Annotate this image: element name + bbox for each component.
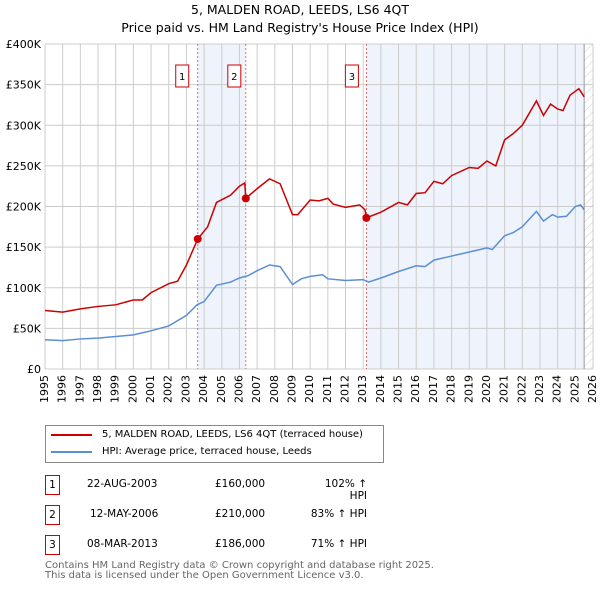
sale-label-box [175, 64, 190, 88]
x-tick-label: 2020 [480, 375, 493, 403]
x-tick-label: 2001 [144, 375, 157, 403]
legend: 5, MALDEN ROAD, LEEDS, LS6 4QT (terraced… [45, 425, 384, 463]
chart-title: 5, MALDEN ROAD, LEEDS, LS6 4QT [191, 2, 409, 17]
legend-label-hpi: HPI: Average price, terraced house, Leed… [102, 446, 312, 457]
sale-price: £210,000 [215, 508, 266, 520]
x-tick-label: 1999 [109, 375, 122, 403]
sale-label-box [227, 64, 242, 88]
legend-label-property: 5, MALDEN ROAD, LEEDS, LS6 4QT (terraced… [102, 429, 363, 440]
sale-label: 1 [179, 72, 185, 83]
x-tick-label: 1997 [73, 375, 86, 403]
x-tick-label: 2021 [498, 375, 511, 403]
x-tick-label: 2025 [568, 375, 581, 403]
legend-swatch-property [51, 433, 92, 436]
x-tick-label: 2013 [356, 375, 369, 403]
x-tick-label: 2014 [374, 375, 387, 403]
x-tick-label: 1998 [91, 375, 104, 403]
x-tick-label: 2016 [409, 375, 422, 403]
sale-date: 08-MAR-2013 [87, 538, 158, 550]
x-tick-label: 2004 [197, 375, 210, 403]
y-tick-label: £250K [6, 160, 42, 173]
x-tick-label: 2006 [232, 375, 245, 403]
x-tick-label: 2000 [126, 375, 139, 403]
chart-subtitle: Price paid vs. HM Land Registry's House … [121, 20, 479, 35]
sale-label: 3 [349, 72, 355, 83]
y-tick-label: £350K [6, 79, 42, 92]
sale-marker: 2 [45, 505, 60, 525]
sale-price: £160,000 [215, 478, 266, 490]
footer-line-2: This data is licensed under the Open Gov… [45, 570, 364, 581]
sale-date: 12-MAY-2006 [90, 508, 159, 520]
y-tick-label: £400K [6, 38, 42, 51]
x-tick-label: 2007 [250, 375, 263, 403]
sale-marker: 3 [45, 535, 60, 555]
x-tick-label: 2009 [285, 375, 298, 403]
plot-area: 1995 1996 1997 1998 1999 2000 2001 2002 2003 2004… [6, 38, 599, 403]
sale-row: 1 22-AUG-2003 £160,000 102% ↑ HPI [45, 475, 445, 502]
hpi-line [44, 204, 585, 342]
footer: Contains HM Land Registry data © Crown c… [45, 561, 434, 581]
y-tick-label: £50K [13, 322, 42, 335]
y-tick-label: £200K [6, 201, 42, 214]
sale-point [362, 213, 371, 222]
x-tick-label: 1996 [56, 375, 69, 403]
footer-line-1: Contains HM Land Registry data © Crown c… [45, 560, 434, 571]
x-tick-label: 2010 [303, 375, 316, 403]
sale-hpi: 102% ↑ HPI [324, 478, 367, 502]
x-tick-label: 2003 [179, 375, 192, 403]
y-tick-label: £300K [6, 119, 42, 132]
x-tick-label: 2012 [339, 375, 352, 403]
sale-hpi: 71% ↑ HPI [310, 538, 367, 550]
sale-label: 2 [231, 72, 237, 83]
x-tick-label: 2015 [392, 375, 405, 403]
y-tick-label: £0 [27, 363, 41, 376]
sale-price: £186,000 [215, 538, 266, 550]
x-tick-label: 2011 [321, 375, 334, 403]
sale-point [193, 235, 202, 243]
x-tick-label: 2024 [551, 375, 564, 403]
x-tick-label: 2019 [462, 375, 475, 403]
x-tick-label: 2017 [427, 375, 440, 403]
property-price-line [44, 87, 585, 313]
sale-row: 3 08-MAR-2013 £186,000 71% ↑ HPI [45, 535, 445, 557]
sale-row: 2 12-MAY-2006 £210,000 83% ↑ HPI [45, 505, 445, 527]
x-tick-label: 2026 [586, 375, 599, 403]
legend-swatch-hpi [51, 450, 92, 453]
sale-label-box [344, 64, 359, 88]
y-tick-label: £100K [6, 282, 42, 295]
x-tick-label: 2018 [445, 375, 458, 403]
sale-point [241, 194, 250, 203]
y-tick-label: £150K [6, 241, 42, 254]
x-tick-label: 2002 [162, 375, 175, 403]
sale-marker: 1 [45, 475, 60, 495]
sale-hpi: 83% ↑ HPI [310, 508, 367, 520]
x-tick-label: 2023 [533, 375, 546, 403]
x-tick-label: 2008 [268, 375, 281, 403]
x-tick-label: 2005 [215, 375, 228, 403]
x-tick-label: 2022 [515, 375, 528, 403]
x-tick-label: 1995 [38, 375, 51, 403]
sale-date: 22-AUG-2003 [87, 478, 158, 490]
